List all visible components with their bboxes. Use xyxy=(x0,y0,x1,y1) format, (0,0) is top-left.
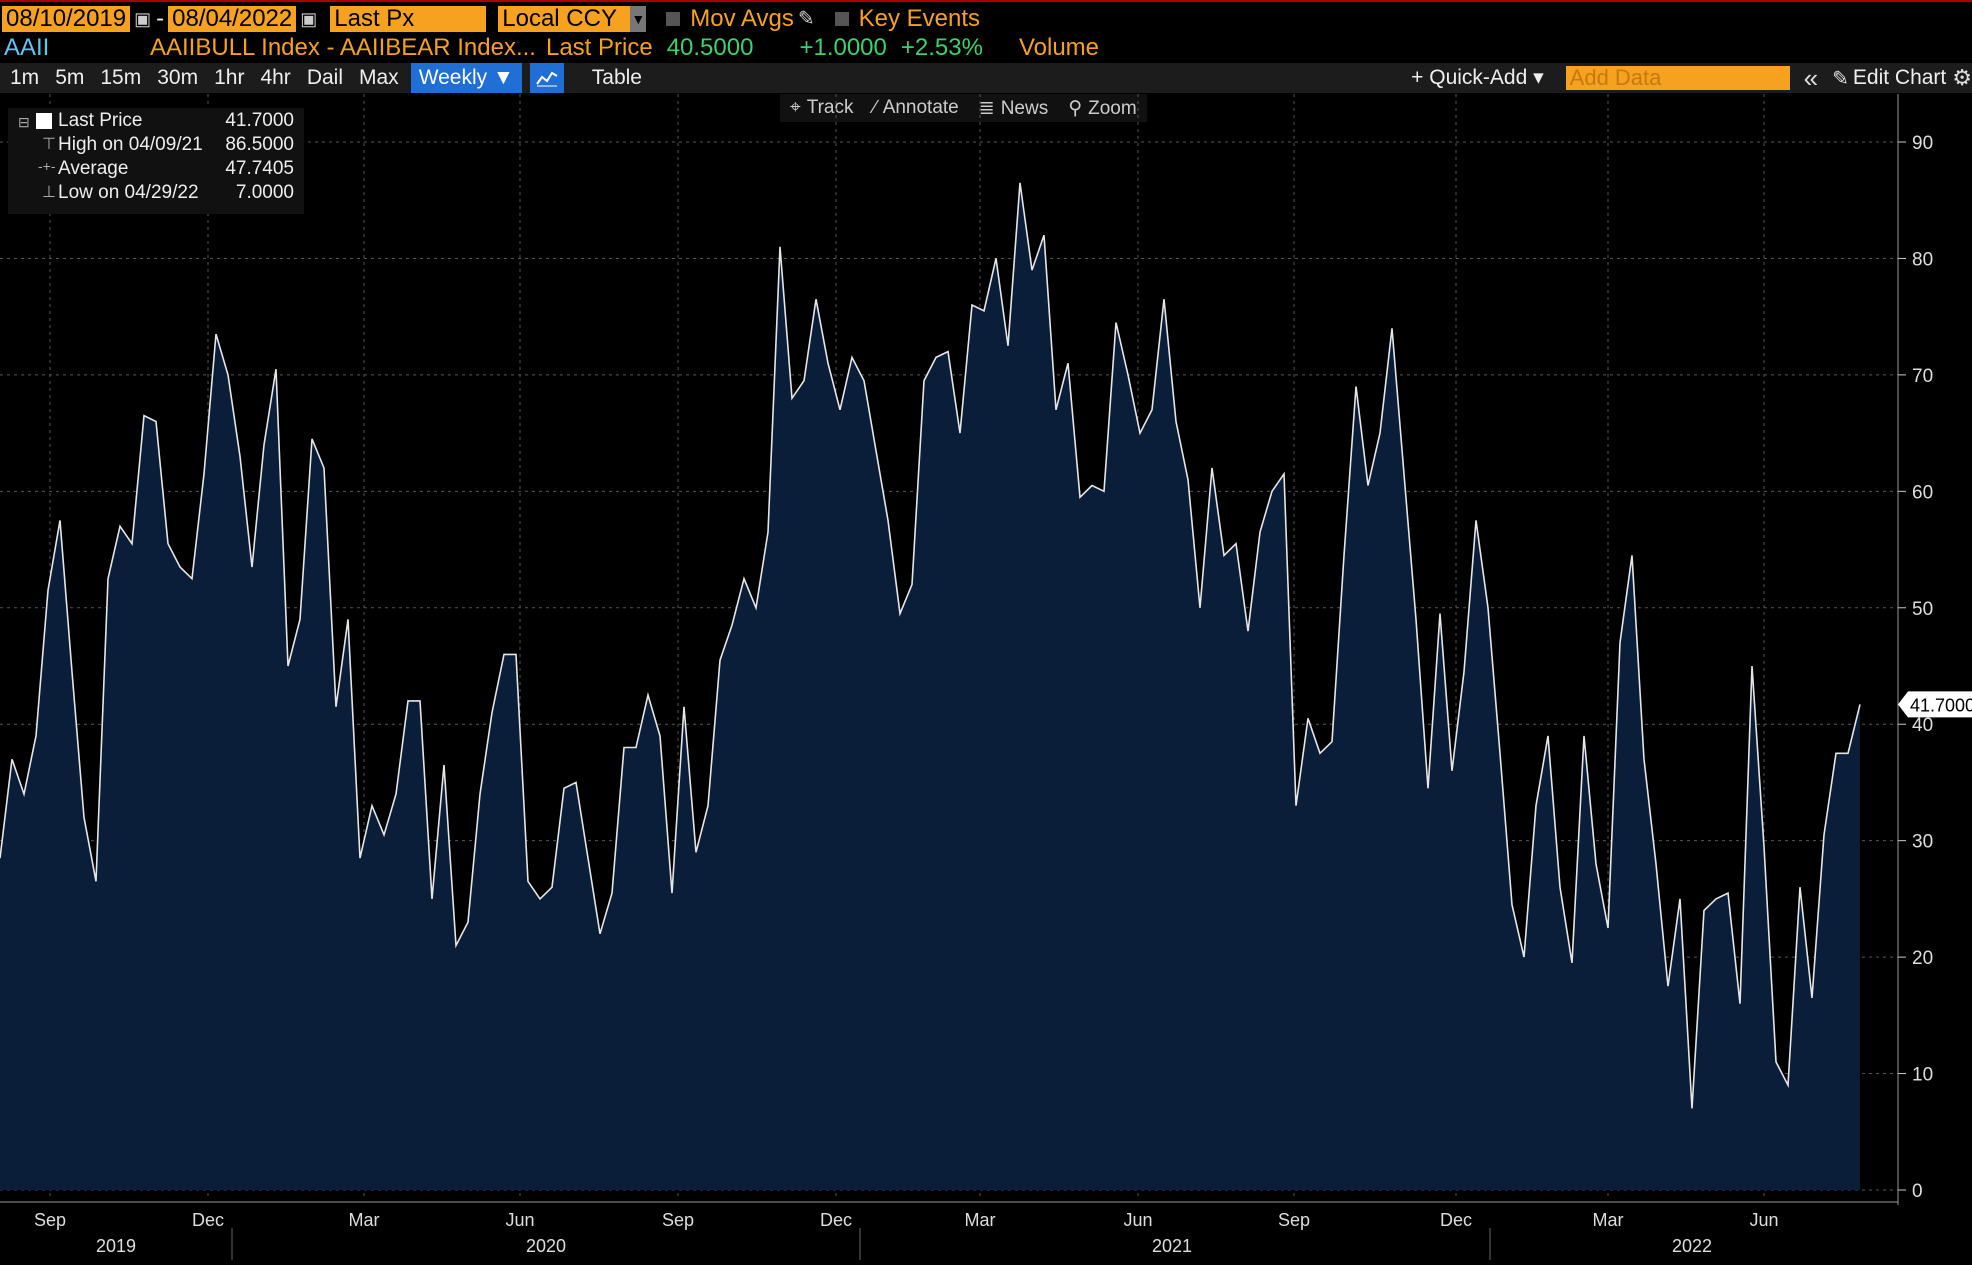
x-month-label: Dec xyxy=(1440,1210,1472,1230)
collapse-icon[interactable]: « xyxy=(1803,62,1819,93)
legend-high-value: 86.5000 xyxy=(225,134,294,155)
period-button-max[interactable]: Max xyxy=(359,66,399,89)
legend-average-label: Average xyxy=(58,158,129,179)
top-toolbar: 08/10/2019 ▣ - 08/04/2022 ▣ Last Px Loca… xyxy=(0,0,1972,35)
field-select[interactable]: Last Px xyxy=(330,5,487,32)
x-year-label: 2020 xyxy=(526,1236,566,1256)
series-area xyxy=(0,182,1860,1191)
series-line xyxy=(0,182,1861,1109)
legend-tree-icon: ⊟ xyxy=(18,114,30,130)
quick-add-button[interactable]: + Quick-Add ▾ xyxy=(1411,66,1544,89)
period-button-4hr[interactable]: 4hr xyxy=(260,66,291,89)
y-tick-label: 70 xyxy=(1912,366,1933,387)
chevron-down-icon[interactable]: ▼ xyxy=(630,5,647,32)
period-button-1m[interactable]: 1m xyxy=(10,66,40,89)
annotate-button[interactable]: ∕ Annotate xyxy=(873,97,959,118)
y-tick-label: 90 xyxy=(1912,133,1933,154)
period-button-5m[interactable]: 5m xyxy=(55,66,85,89)
x-month-label: Jun xyxy=(505,1210,534,1230)
legend-low-value: 7.0000 xyxy=(235,182,294,203)
y-tick-label: 0 xyxy=(1912,1181,1923,1202)
legend-swatch xyxy=(36,113,52,129)
gear-icon[interactable]: ⚙ xyxy=(1952,65,1972,90)
price-change: +1.0000 xyxy=(799,34,887,61)
x-month-label: Dec xyxy=(192,1210,224,1230)
average-marker-icon: -+- xyxy=(38,158,56,174)
crosshair-icon: ⌖ xyxy=(790,97,801,118)
track-button[interactable]: ⌖ Track xyxy=(790,97,854,118)
calendar-icon[interactable]: ▣ xyxy=(134,8,152,29)
edit-chart-button[interactable]: Edit Chart xyxy=(1852,66,1947,89)
legend-last-value: 41.7000 xyxy=(225,110,294,131)
x-month-label: Mar xyxy=(965,1210,996,1230)
period-button-15m[interactable]: 15m xyxy=(100,66,142,89)
table-button[interactable]: Table xyxy=(591,66,642,89)
security-name: AAIIBULL Index - AAIIBEAR Index... xyxy=(150,34,536,61)
high-marker-icon: ⊤ xyxy=(42,136,56,153)
mov-avgs-label: Mov Avgs xyxy=(690,4,794,32)
y-tick-label: 30 xyxy=(1912,832,1933,853)
x-year-label: 2019 xyxy=(96,1236,136,1256)
volume-label: Volume xyxy=(1018,34,1100,61)
pencil-icon[interactable]: ✎ xyxy=(797,8,815,30)
frequency-dropdown[interactable]: Weekly ▼ xyxy=(410,63,522,93)
currency-select[interactable]: Local CCY xyxy=(498,5,631,32)
y-tick-label: 50 xyxy=(1912,599,1933,620)
zoom-button[interactable]: ⚲ Zoom xyxy=(1068,97,1137,119)
last-price-value: 40.5000 xyxy=(666,34,754,61)
price-chart[interactable]: 0 10 20 30 40 50 60 70 80 90 41.7000 Sep Dec Mar Jun S… xyxy=(0,94,1972,1265)
price-change-pct: +2.53% xyxy=(900,34,983,61)
news-button[interactable]: ≣ News xyxy=(978,97,1049,119)
low-marker-icon: ⊥ xyxy=(42,184,56,201)
key-events-label: Key Events xyxy=(858,4,981,32)
end-date-field[interactable]: 08/04/2022 xyxy=(168,5,297,32)
x-month-label: Sep xyxy=(1278,1210,1310,1230)
y-tick-label: 20 xyxy=(1912,948,1933,969)
chart-legend: ⊟ Last Price 41.7000 ⊤ High on 04/09/21 … xyxy=(8,108,304,214)
legend-high-label: High on 04/09/21 xyxy=(58,134,203,155)
period-button-30m[interactable]: 30m xyxy=(157,66,199,89)
x-month-label: Mar xyxy=(1593,1210,1624,1230)
date-range-dash: - xyxy=(156,4,165,32)
line-draw-icon: ∕ xyxy=(873,97,877,118)
news-icon: ≣ xyxy=(978,97,995,119)
last-value-label: 41.7000 xyxy=(1910,695,1972,715)
period-button-dail[interactable]: Dail xyxy=(306,66,343,89)
period-toolbar: 1m 5m 15m 30m 1hr 4hr Dail Max Weekly ▼ Table +… xyxy=(0,63,1972,93)
y-tick-label: 10 xyxy=(1912,1065,1933,1086)
x-month-label: Sep xyxy=(662,1210,694,1230)
pencil-icon[interactable]: ✎ xyxy=(1832,67,1849,90)
ticker[interactable]: AAII xyxy=(4,34,50,61)
x-month-label: Sep xyxy=(34,1210,66,1230)
security-header: AAII AAIIBULL Index - AAIIBEAR Index... … xyxy=(0,33,1972,63)
period-button-1hr[interactable]: 1hr xyxy=(214,66,245,89)
add-data-input[interactable]: Add Data xyxy=(1565,66,1790,90)
legend-low-label: Low on 04/29/22 xyxy=(58,182,199,203)
line-chart-icon[interactable] xyxy=(529,63,564,93)
x-month-label: Jun xyxy=(1749,1210,1778,1230)
last-price-label: Last Price xyxy=(545,34,653,61)
key-events-checkbox[interactable] xyxy=(834,11,849,26)
mov-avgs-checkbox[interactable] xyxy=(666,11,681,26)
x-year-label: 2021 xyxy=(1152,1236,1192,1256)
x-month-label: Jun xyxy=(1123,1210,1152,1230)
x-year-label: 2022 xyxy=(1672,1236,1712,1256)
x-month-label: Dec xyxy=(820,1210,852,1230)
last-value-tag-bg xyxy=(1898,691,1972,718)
legend-last-label: Last Price xyxy=(58,110,143,131)
legend-average-value: 47.7405 xyxy=(225,158,294,179)
magnifier-icon: ⚲ xyxy=(1068,97,1083,119)
x-month-label: Mar xyxy=(349,1210,380,1230)
y-tick-label: 40 xyxy=(1912,715,1933,736)
chart-tools: ⌖ Track ∕ Annotate ≣ News ⚲ Zoom xyxy=(780,94,1147,122)
y-tick-label: 60 xyxy=(1912,482,1933,503)
last-value-tag: 41.7000 xyxy=(1898,691,1972,718)
calendar-icon[interactable]: ▣ xyxy=(300,8,318,29)
start-date-field[interactable]: 08/10/2019 xyxy=(2,5,131,32)
y-tick-label: 80 xyxy=(1912,249,1933,270)
